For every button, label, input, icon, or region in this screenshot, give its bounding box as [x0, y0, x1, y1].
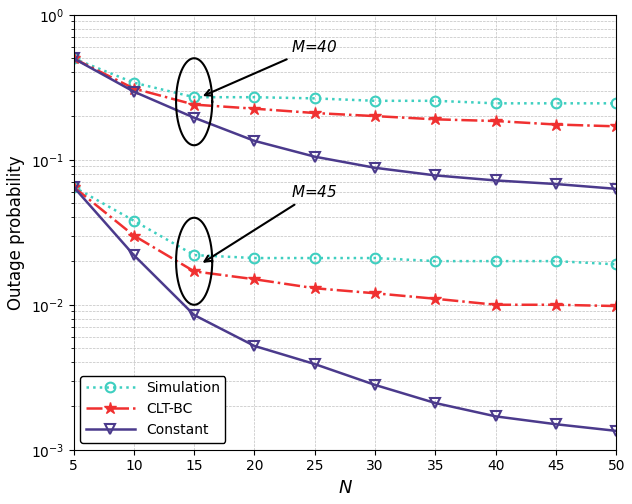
Constant — [552, 181, 560, 187]
Line: Constant: Constant — [69, 53, 621, 194]
Constant — [492, 177, 499, 183]
CLT-BC — [492, 118, 499, 124]
Legend: Simulation, CLT-BC, Constant: Simulation, CLT-BC, Constant — [80, 376, 226, 443]
Simulation — [190, 94, 198, 100]
Simulation — [552, 100, 560, 106]
Line: CLT-BC: CLT-BC — [67, 52, 623, 133]
Simulation — [130, 80, 138, 86]
CLT-BC — [190, 102, 198, 108]
Simulation — [492, 100, 499, 106]
Constant — [130, 89, 138, 95]
Simulation — [251, 94, 258, 100]
Y-axis label: Outage probability: Outage probability — [7, 155, 25, 309]
CLT-BC — [612, 123, 620, 130]
Simulation — [371, 98, 379, 104]
Simulation — [70, 55, 77, 61]
Simulation — [432, 98, 439, 104]
Constant — [432, 172, 439, 178]
CLT-BC — [371, 113, 379, 119]
CLT-BC — [70, 55, 77, 61]
CLT-BC — [311, 110, 319, 116]
Simulation — [311, 95, 319, 101]
Constant — [70, 55, 77, 61]
CLT-BC — [251, 106, 258, 112]
X-axis label: N: N — [338, 479, 351, 497]
Line: Simulation: Simulation — [69, 53, 621, 108]
Text: $M$=40: $M$=40 — [205, 39, 337, 95]
Constant — [251, 138, 258, 144]
Constant — [371, 165, 379, 171]
Simulation — [612, 100, 620, 106]
Constant — [612, 186, 620, 192]
CLT-BC — [130, 86, 138, 92]
Text: $M$=45: $M$=45 — [205, 184, 337, 262]
CLT-BC — [432, 116, 439, 122]
Constant — [190, 115, 198, 121]
Constant — [311, 154, 319, 160]
CLT-BC — [552, 121, 560, 128]
